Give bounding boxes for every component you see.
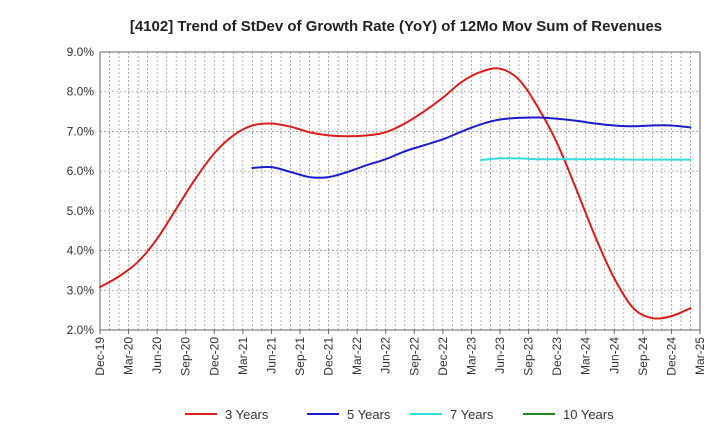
chart-title: [4102] Trend of StDev of Growth Rate (Yo… [130, 18, 662, 35]
y-tick-label: 6.0% [67, 164, 95, 178]
x-tick-label: Sep-21 [293, 337, 307, 376]
x-tick-label: Sep-23 [522, 337, 536, 376]
series-line-3-years [99, 67, 692, 320]
x-tick-label: Sep-22 [407, 337, 421, 376]
x-tick-label: Sep-24 [636, 337, 650, 376]
legend: 3 Years 5 Years 7 Years 10 Years [185, 407, 614, 422]
y-tick-label: 7.0% [67, 124, 95, 138]
plot-border [99, 51, 701, 331]
grid [99, 51, 701, 331]
x-tick-label: Mar-23 [464, 337, 478, 375]
x-tick-label: Dec-20 [207, 337, 221, 376]
series-line-5-years [251, 116, 692, 179]
x-tick-label: Jun-22 [379, 337, 393, 374]
legend-item-10-years: 10 Years [523, 407, 614, 422]
series-lines [99, 67, 692, 320]
y-tick-label: 9.0% [67, 45, 95, 59]
x-tick-label: Dec-22 [436, 337, 450, 376]
x-tick-label: Mar-21 [236, 337, 250, 375]
legend-label: 3 Years [225, 407, 269, 422]
x-tick-label: Jun-23 [493, 337, 507, 374]
y-tick-label: 2.0% [67, 323, 95, 337]
x-tick-label: Dec-21 [322, 337, 336, 376]
y-tick-label: 8.0% [67, 85, 95, 99]
y-tick-label: 3.0% [67, 283, 95, 297]
plot-area [100, 52, 700, 330]
x-tick-label: Mar-20 [122, 337, 136, 375]
legend-label: 10 Years [563, 407, 614, 422]
x-tick-label: Sep-20 [179, 337, 193, 376]
x-tick-label: Mar-24 [579, 337, 593, 375]
y-tick-label: 5.0% [67, 204, 95, 218]
legend-item-3-years: 3 Years [185, 407, 269, 422]
x-tick-label: Mar-22 [350, 337, 364, 375]
x-tick-label: Jun-20 [150, 337, 164, 374]
x-tick-label: Mar-25 [693, 337, 707, 375]
x-tick-label: Jun-24 [607, 337, 621, 374]
x-tick-label: Dec-24 [664, 337, 678, 376]
legend-label: 5 Years [347, 407, 391, 422]
axes: 2.0% 3.0% 4.0% 5.0% 6.0% 7.0% 8.0% 9.0% Dec-19 Ma… [67, 45, 707, 376]
legend-item-7-years: 7 Years [410, 407, 494, 422]
x-tick-label: Jun-21 [264, 337, 278, 374]
x-tick-label: Dec-23 [550, 337, 564, 376]
legend-label: 7 Years [450, 407, 494, 422]
y-tick-label: 4.0% [67, 244, 95, 258]
series-line-7-years [479, 157, 692, 162]
x-tick-label: Dec-19 [93, 337, 107, 376]
legend-item-5-years: 5 Years [307, 407, 391, 422]
